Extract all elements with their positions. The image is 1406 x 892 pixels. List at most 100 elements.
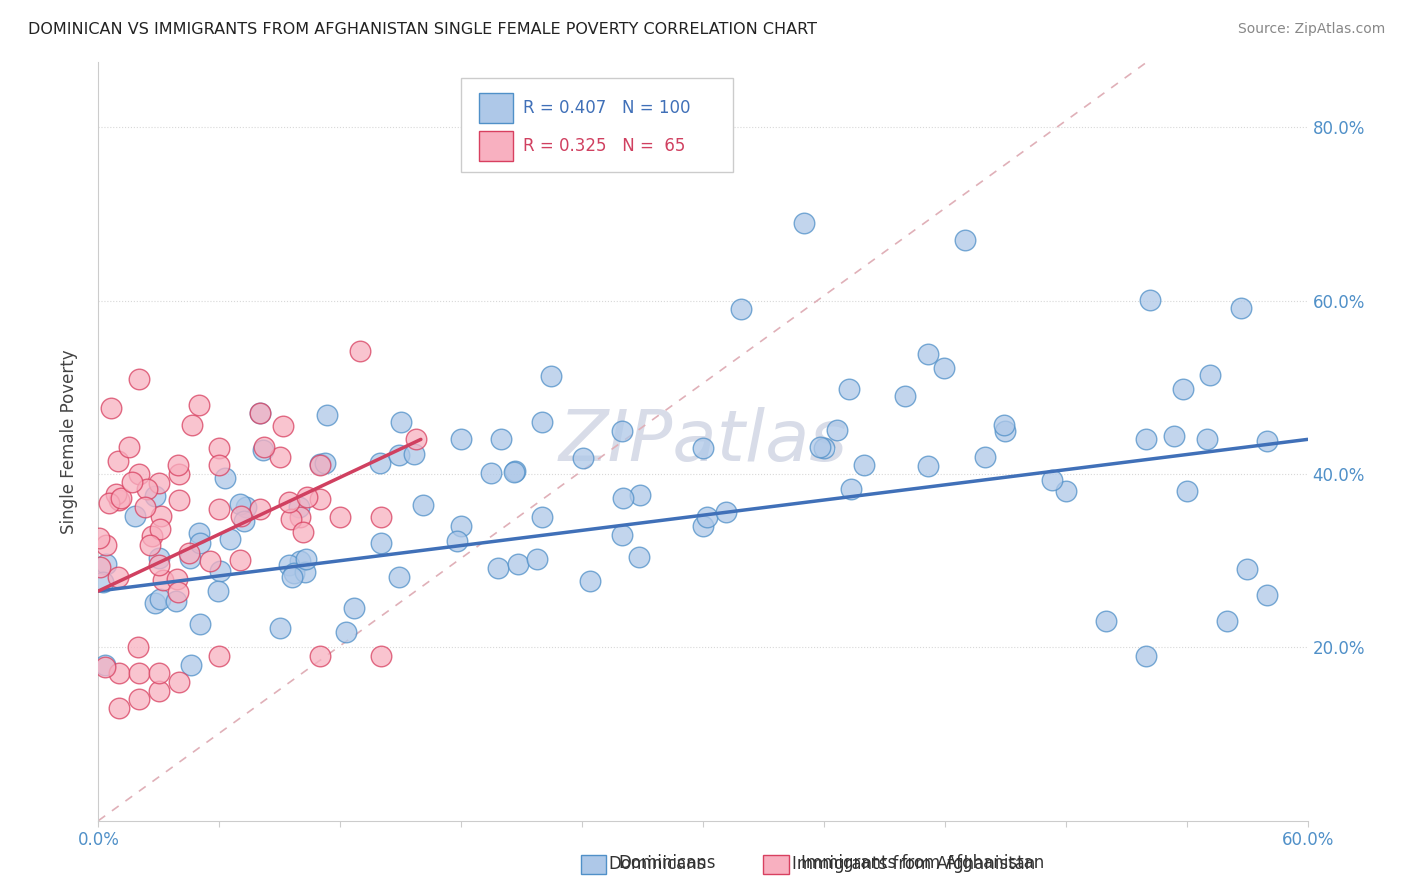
- Point: [853, 458, 876, 473]
- Text: □: □: [770, 854, 790, 873]
- Bar: [479, 130, 513, 161]
- Point: [167, 585, 190, 599]
- Point: [89, 560, 111, 574]
- Point: [167, 458, 190, 473]
- Point: [486, 561, 509, 575]
- Point: [309, 458, 332, 473]
- Text: Dominicans: Dominicans: [619, 855, 716, 872]
- Point: [714, 505, 737, 519]
- Point: [94, 657, 117, 672]
- Point: [628, 488, 651, 502]
- Point: [271, 418, 294, 433]
- Point: [1229, 301, 1251, 315]
- Point: [932, 361, 955, 376]
- Point: [280, 511, 302, 525]
- Point: [97, 496, 120, 510]
- Point: [491, 433, 513, 447]
- Text: ZIPatlas: ZIPatlas: [558, 407, 848, 476]
- Point: [1095, 615, 1118, 629]
- Point: [974, 450, 997, 464]
- Point: [177, 546, 200, 560]
- Point: [530, 415, 553, 429]
- Point: [314, 456, 336, 470]
- Point: [124, 509, 146, 524]
- Point: [370, 510, 392, 524]
- Point: [107, 453, 129, 467]
- Point: [107, 493, 129, 508]
- Point: [141, 529, 163, 543]
- Point: [627, 549, 650, 564]
- Point: [188, 526, 211, 541]
- Point: [105, 486, 128, 500]
- Point: [166, 572, 188, 586]
- Point: [579, 574, 602, 588]
- Point: [730, 301, 752, 316]
- Point: [839, 483, 862, 497]
- Point: [249, 406, 271, 420]
- Point: [612, 491, 634, 506]
- Point: [180, 417, 202, 432]
- Point: [148, 551, 170, 566]
- Point: [808, 440, 831, 454]
- Point: [229, 553, 252, 567]
- Point: [94, 558, 117, 572]
- Point: [249, 501, 271, 516]
- Point: [631, 103, 654, 117]
- Point: [218, 533, 240, 547]
- Point: [287, 500, 309, 514]
- Point: [179, 551, 201, 566]
- Point: [148, 475, 170, 490]
- Point: [308, 457, 330, 471]
- Point: [232, 514, 254, 528]
- Point: [117, 441, 139, 455]
- Point: [148, 558, 170, 573]
- Point: [813, 441, 835, 455]
- Point: [1163, 429, 1185, 443]
- Point: [148, 683, 170, 698]
- Point: [292, 524, 315, 539]
- Point: [953, 233, 976, 247]
- Point: [148, 666, 170, 681]
- Point: [1175, 484, 1198, 499]
- Point: [540, 368, 562, 383]
- Text: □: □: [588, 854, 607, 873]
- Text: Immigrants from Afghanistan: Immigrants from Afghanistan: [801, 855, 1045, 872]
- Point: [405, 432, 427, 446]
- Point: [503, 466, 526, 480]
- Point: [692, 441, 714, 455]
- Point: [294, 565, 316, 579]
- Point: [87, 531, 110, 545]
- Point: [207, 583, 229, 598]
- Point: [167, 467, 190, 481]
- Point: [149, 508, 172, 523]
- Point: [198, 554, 221, 568]
- Point: [208, 648, 231, 663]
- Point: [1139, 293, 1161, 307]
- Point: [139, 538, 162, 552]
- Point: [121, 475, 143, 490]
- Point: [893, 389, 915, 403]
- Point: [152, 573, 174, 587]
- Text: DOMINICAN VS IMMIGRANTS FROM AFGHANISTAN SINGLE FEMALE POVERTY CORRELATION CHART: DOMINICAN VS IMMIGRANTS FROM AFGHANISTAN…: [28, 22, 817, 37]
- Point: [572, 451, 595, 466]
- Point: [1135, 433, 1157, 447]
- Point: [127, 640, 149, 654]
- Point: [269, 450, 291, 464]
- Point: [692, 519, 714, 533]
- Point: [128, 666, 150, 681]
- Point: [612, 424, 634, 438]
- Text: R = 0.407   N = 100: R = 0.407 N = 100: [523, 99, 690, 117]
- Point: [229, 498, 252, 512]
- Point: [278, 494, 301, 508]
- Point: [1236, 562, 1258, 576]
- Point: [1256, 588, 1278, 602]
- Point: [370, 536, 392, 550]
- Point: [368, 456, 391, 470]
- Point: [214, 470, 236, 484]
- Text: Dominicans: Dominicans: [609, 855, 706, 873]
- Point: [1040, 473, 1063, 487]
- Text: R = 0.325   N =  65: R = 0.325 N = 65: [523, 136, 685, 155]
- Point: [389, 415, 412, 429]
- Point: [107, 701, 129, 715]
- Point: [128, 467, 150, 481]
